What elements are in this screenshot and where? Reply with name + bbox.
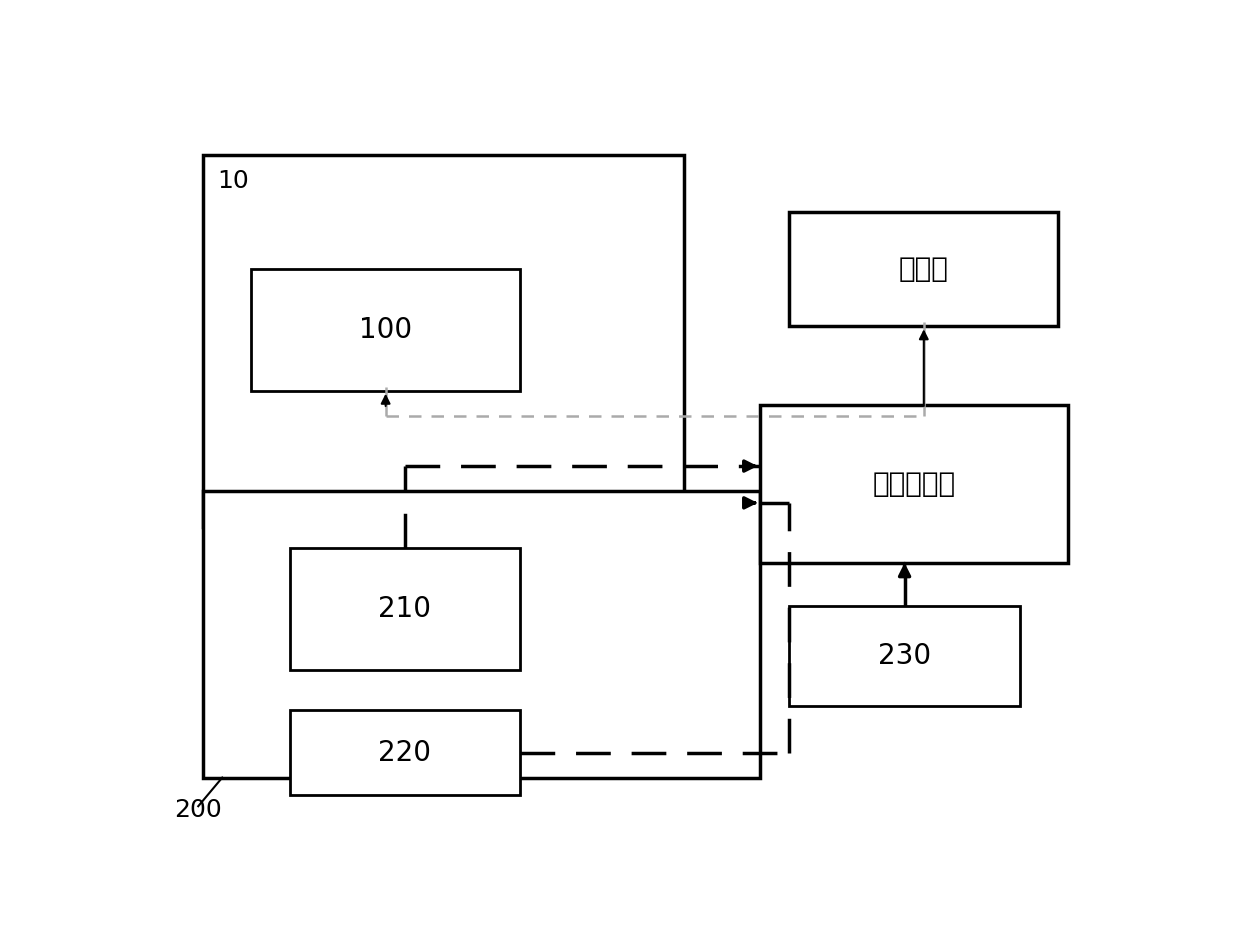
Bar [290, 549, 521, 671]
Bar [760, 405, 1068, 563]
Text: 210: 210 [378, 595, 432, 623]
Text: 220: 220 [378, 738, 432, 766]
Bar [250, 269, 521, 391]
Bar [789, 605, 1019, 706]
Text: 230: 230 [878, 642, 931, 670]
Text: 主控呠: 主控呠 [899, 255, 949, 283]
Bar [290, 710, 521, 795]
Bar [203, 154, 683, 527]
Bar [203, 491, 760, 777]
Bar [789, 212, 1059, 326]
Text: 10: 10 [217, 169, 249, 193]
Text: 逻辑控制柜: 逻辑控制柜 [873, 470, 956, 498]
Text: 200: 200 [174, 798, 222, 822]
Text: 100: 100 [360, 316, 412, 344]
